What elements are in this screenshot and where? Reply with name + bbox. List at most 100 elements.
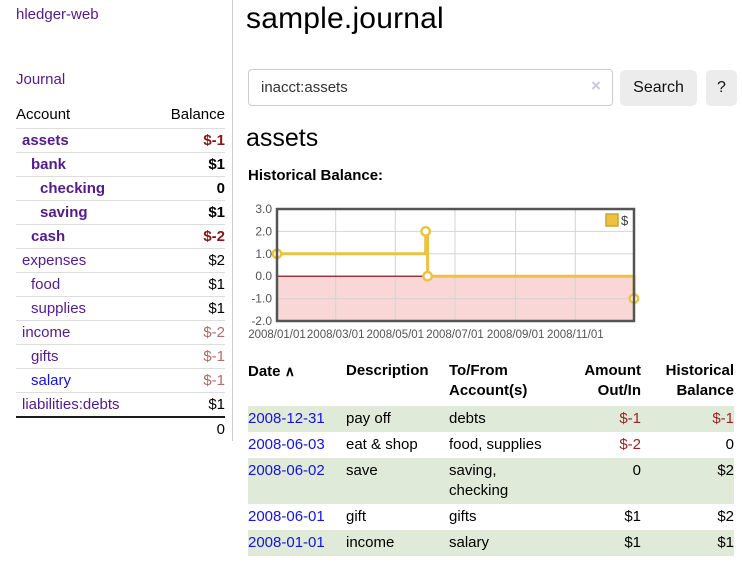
account-balance: $1 (208, 300, 225, 317)
transaction-amount: $1 (561, 530, 641, 556)
transaction-date-link[interactable]: 2008-06-03 (248, 436, 325, 453)
transaction-description: pay off (346, 406, 449, 432)
account-row-salary: salary $-1 (16, 368, 225, 392)
account-link-food[interactable]: food (31, 276, 61, 293)
account-link-checking[interactable]: checking (40, 180, 106, 197)
transaction-accounts: food, supplies (449, 436, 542, 453)
page-title: sample.journal (246, 2, 444, 35)
account-row-bank: bank $1 (16, 152, 225, 176)
svg-text:2008/07/01: 2008/07/01 (426, 329, 484, 341)
account-balance: $1 (208, 204, 225, 221)
help-button[interactable]: ? (706, 70, 737, 106)
account-heading: assets (246, 124, 319, 152)
account-row-expenses: expenses $2 (16, 248, 225, 272)
account-balance: $-1 (203, 132, 225, 149)
transaction-description: eat & shop (346, 436, 418, 453)
y-axis-labels: 3.0 2.0 1.0 0.0 -1.0 -2.0 (251, 202, 272, 328)
chart-legend: $ (594, 212, 632, 229)
account-row-liabilities-debts: liabilities:debts $1 (16, 392, 225, 416)
svg-text:-1.0: -1.0 (251, 292, 272, 306)
register-header-date[interactable]: Date ∧ (248, 361, 346, 406)
svg-text:2008/09/01: 2008/09/01 (487, 329, 545, 341)
transaction-balance: $2 (641, 458, 734, 504)
account-row-assets: assets $-1 (16, 128, 225, 152)
account-link-cash[interactable]: cash (31, 228, 66, 245)
register-row: 2008-12-31 pay off debts $-1 $-1 (248, 406, 734, 432)
account-balance: 0 (216, 180, 225, 197)
gridlines (277, 209, 634, 321)
account-balance: $1 (208, 276, 225, 293)
account-row-checking: checking 0 (16, 176, 225, 200)
account-link-expenses[interactable]: expenses (22, 252, 87, 269)
account-row-food: food $1 (16, 272, 225, 296)
account-link-gifts[interactable]: gifts (31, 348, 59, 365)
transaction-date-link[interactable]: 2008-01-01 (248, 534, 325, 551)
search-input[interactable] (248, 69, 613, 106)
accounts-table: Account Balance assets $-1 bank $1 check… (16, 100, 225, 440)
account-row-supplies: supplies $1 (16, 296, 225, 320)
svg-text:2008/01/01: 2008/01/01 (248, 329, 306, 341)
accounts-header-account: Account (16, 105, 71, 123)
svg-text:3.0: 3.0 (255, 202, 272, 216)
account-link-income[interactable]: income (22, 324, 71, 341)
svg-text:2.0: 2.0 (255, 224, 272, 238)
account-row-income: income $-2 (16, 320, 225, 344)
account-link-bank[interactable]: bank (31, 156, 67, 173)
register-header-amount: Amount Out/In (584, 362, 641, 399)
transaction-accounts: gifts (449, 508, 477, 525)
account-link-supplies[interactable]: supplies (31, 300, 87, 317)
svg-text:0.0: 0.0 (255, 269, 272, 283)
transaction-date-link[interactable]: 2008-06-01 (248, 508, 325, 525)
transaction-balance: 0 (725, 436, 734, 453)
plot-border (275, 207, 636, 323)
transaction-balance: $2 (717, 508, 734, 525)
account-balance: $1 (208, 156, 225, 173)
svg-text:2008/03/01: 2008/03/01 (307, 329, 365, 341)
account-link-salary[interactable]: salary (31, 372, 72, 389)
account-balance: $1 (208, 396, 225, 413)
account-link-assets[interactable]: assets (22, 132, 69, 149)
register-header-row: Date ∧ Description To/From Account(s) Am… (248, 361, 734, 406)
register-row: 2008-01-01 income salary $1 $1 (248, 530, 734, 556)
svg-text:2008/11/01: 2008/11/01 (547, 329, 604, 341)
transaction-accounts: salary (449, 530, 561, 556)
account-link-liabilities-debts[interactable]: liabilities:debts (22, 396, 120, 413)
sidebar-item-journal[interactable]: Journal (16, 71, 66, 88)
chart-svg: $ 3.0 2.0 1.0 0.0 -1.0 -2.0 2008/01/01 2… (248, 202, 640, 341)
svg-text:2008/05/01: 2008/05/01 (367, 329, 425, 341)
search-button[interactable]: Search (620, 70, 697, 106)
transaction-amount: $1 (624, 508, 641, 525)
transaction-date-link[interactable]: 2008-06-02 (248, 462, 325, 479)
legend-label: $ (621, 213, 629, 228)
register-row: 2008-06-02 save saving, checking 0 $2 (248, 458, 734, 504)
x-axis-labels: 2008/01/01 2008/03/01 2008/05/01 2008/07… (248, 329, 603, 341)
accounts-header-balance: Balance (170, 105, 225, 123)
register-header-description: Description (346, 362, 429, 379)
accounts-total-balance: 0 (216, 420, 225, 438)
transaction-balance: $1 (641, 530, 734, 556)
historical-balance-chart: $ 3.0 2.0 1.0 0.0 -1.0 -2.0 2008/01/01 2… (245, 202, 742, 352)
transaction-accounts: debts (449, 406, 561, 432)
account-row-gifts: gifts $-1 (16, 344, 225, 368)
register-row: 2008-06-03 eat & shop food, supplies $-2… (248, 432, 734, 458)
transaction-amount: $-1 (561, 406, 641, 432)
transaction-description: gift (346, 508, 367, 525)
clear-search-icon[interactable]: × (591, 76, 601, 95)
legend-swatch (605, 213, 619, 227)
register-header-accounts: To/From Account(s) (449, 362, 528, 399)
account-balance: $-2 (203, 324, 225, 341)
account-balance: $-1 (203, 348, 225, 365)
chart-title: Historical Balance: (248, 167, 384, 184)
app-title-link[interactable]: hledger-web (16, 6, 99, 23)
account-balance: $2 (208, 252, 225, 269)
svg-text:1.0: 1.0 (255, 247, 272, 261)
transaction-description: income (346, 530, 449, 556)
accounts-total-row: 0 (16, 416, 225, 440)
account-link-saving[interactable]: saving (40, 204, 88, 221)
data-point-markers (271, 226, 640, 305)
register-row: 2008-06-01 gift gifts $1 $2 (248, 504, 734, 530)
sidebar: hledger-web Journal Account Balance asse… (0, 0, 233, 441)
transaction-description: save (346, 458, 449, 504)
transaction-date-link[interactable]: 2008-12-31 (248, 410, 325, 427)
